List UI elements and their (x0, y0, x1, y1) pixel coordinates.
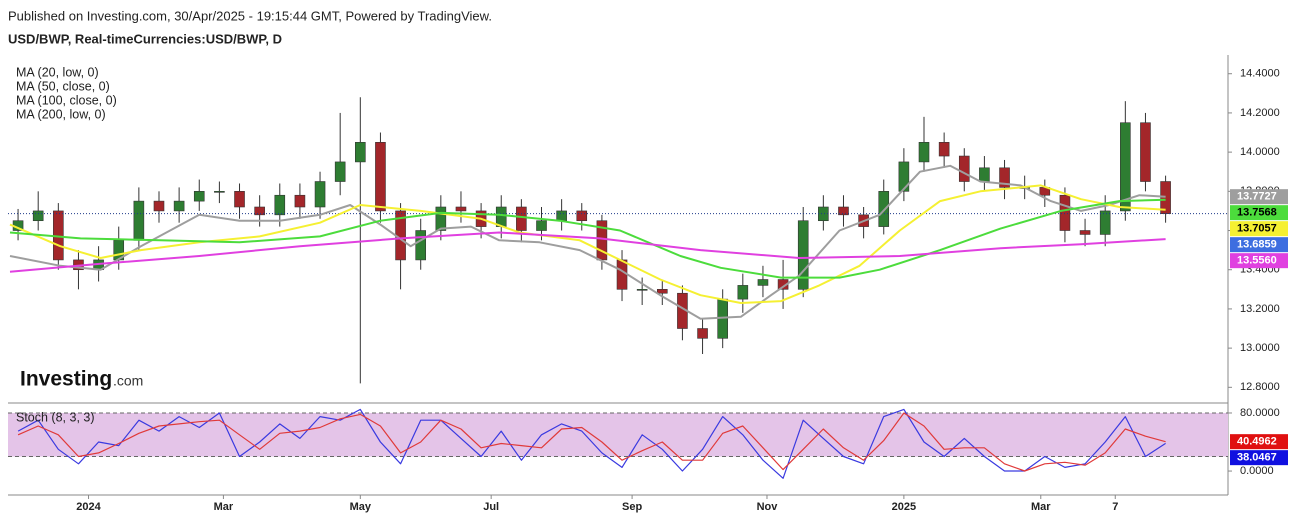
value-tag-label: 13.6859 (1237, 239, 1277, 251)
candle-body (958, 155, 970, 182)
x-tick-label: 2025 (892, 501, 916, 513)
candle-body (133, 200, 145, 241)
stoch-band (8, 412, 1228, 457)
candle-body (536, 220, 547, 231)
y-tick-label: 14.4000 (1240, 68, 1280, 80)
candle-body (1120, 122, 1131, 212)
value-tag (1230, 189, 1288, 205)
symbol-title: USD/BWP, Real-timeCurrencies:USD/BWP, D (8, 31, 282, 46)
candle-body (999, 167, 1010, 188)
legend-entry: MA (100, close, 0) (16, 93, 117, 107)
indicator-title: Stoch (8, 3, 3) (16, 410, 95, 424)
candle-body (838, 206, 849, 216)
candle-body (1079, 230, 1091, 235)
x-tick-label: Mar (1031, 501, 1051, 513)
value-tag (1230, 450, 1288, 466)
candle-body (435, 206, 447, 231)
candle-body (314, 181, 326, 208)
candle-body (294, 194, 306, 208)
value-tag-label: 13.5560 (1237, 255, 1277, 267)
value-tag-label: 13.7727 (1237, 191, 1277, 203)
x-tick-label: Sep (622, 501, 642, 513)
logo-suffix: .com (113, 373, 143, 389)
value-tag (1230, 253, 1288, 269)
candle-body (576, 210, 588, 222)
ma-line (9, 231, 1166, 273)
candle-body (878, 191, 890, 227)
candle-body (153, 200, 165, 212)
legend-entry: MA (200, low, 0) (16, 107, 106, 121)
candle-body (254, 206, 265, 216)
logo: Investing .com (20, 368, 143, 391)
candle-body (1160, 181, 1171, 214)
candle-body (274, 194, 286, 216)
value-tag (1230, 434, 1288, 450)
candle-body (656, 289, 668, 294)
candle-body (516, 206, 527, 231)
candle-body (636, 289, 648, 291)
candle-body (1140, 122, 1151, 182)
value-tag (1230, 221, 1288, 237)
ma-line (9, 164, 1166, 320)
candle-body (918, 142, 930, 163)
x-tick-label: May (350, 501, 372, 513)
y-tick-label: 12.8000 (1240, 381, 1280, 393)
x-tick-label: Mar (214, 501, 234, 513)
value-tag-label: 38.0467 (1237, 452, 1277, 464)
candle-body (234, 191, 245, 208)
y-tick-label: 0.0000 (1240, 465, 1274, 477)
candle-body (898, 161, 910, 192)
published-note: Published on Investing.com, 30/Apr/2025 … (8, 8, 492, 23)
candle-body (495, 206, 507, 227)
ma-line (17, 412, 1166, 472)
candle-body (355, 142, 366, 163)
value-tag-label: 13.7057 (1237, 223, 1277, 235)
candle-body (797, 220, 809, 290)
logo-name: Investing (20, 368, 112, 391)
candle-body (818, 206, 829, 222)
y-tick-label: 13.0000 (1240, 342, 1280, 354)
candle-body (697, 328, 708, 339)
candle-body (375, 142, 386, 212)
candle-body (173, 200, 185, 212)
candle-body (32, 210, 44, 222)
candle-body (938, 142, 950, 157)
y-tick-label: 13.2000 (1240, 303, 1280, 315)
candle-body (616, 259, 628, 290)
candle-body (556, 210, 567, 222)
x-tick-label: 7 (1112, 501, 1118, 513)
y-tick-label: 14.0000 (1240, 146, 1280, 158)
y-tick-label: 80.0000 (1240, 407, 1280, 419)
value-tag-label: 40.4962 (1237, 436, 1277, 448)
candle-body (334, 161, 346, 182)
legend-entry: MA (20, low, 0) (16, 65, 99, 79)
candle-body (1099, 210, 1111, 235)
candle-body (757, 279, 769, 286)
value-tag (1230, 237, 1288, 253)
x-tick-label: 2024 (76, 501, 101, 513)
x-tick-label: Jul (483, 501, 499, 513)
candle-body (415, 230, 427, 261)
value-tag-label: 13.7568 (1237, 207, 1277, 219)
candle-body (193, 191, 205, 202)
candle-body (979, 167, 990, 182)
candle-body (1059, 194, 1071, 231)
ma-line (9, 198, 1166, 279)
candle-body (455, 206, 467, 212)
candle-body (214, 191, 225, 193)
legend-entry: MA (50, close, 0) (16, 79, 110, 93)
x-tick-label: Nov (757, 501, 779, 513)
y-tick-label: 14.2000 (1240, 107, 1280, 119)
value-tag (1230, 205, 1288, 221)
candle-body (737, 285, 749, 300)
